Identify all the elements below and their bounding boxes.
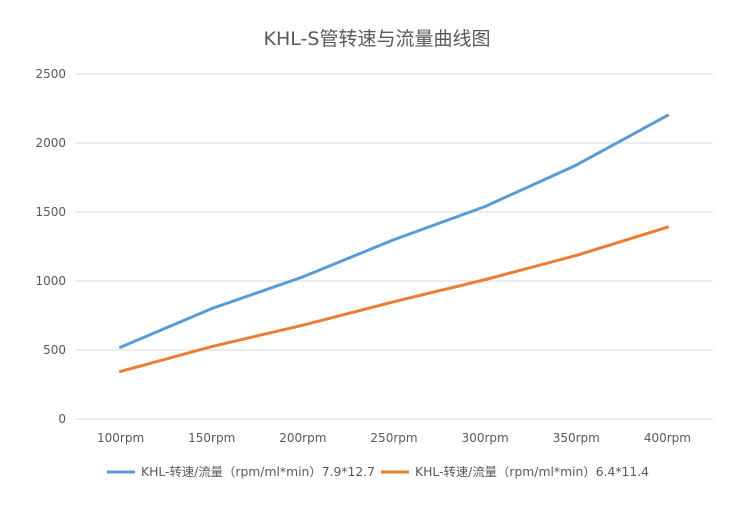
gridlines (75, 73, 713, 420)
data-point-0-6 (665, 113, 669, 117)
data-point-1-6 (665, 225, 669, 229)
series-1 (119, 225, 669, 373)
data-point-0-2 (301, 275, 305, 279)
y-tick-label-5: 2500 (35, 67, 66, 81)
data-point-1-2 (301, 323, 305, 327)
data-point-1-1 (210, 345, 214, 349)
x-axis-ticks: 100rpm 150rpm 200rpm 250rpm 300rpm 350rpm 400r… (97, 431, 691, 445)
x-tick-label-4: 300rpm (462, 431, 509, 445)
x-tick-label-0: 100rpm (97, 431, 144, 445)
legend-label-1: KHL-转速/流量（rpm/ml*min）6.4*11.4 (415, 464, 649, 479)
series-lines (119, 113, 669, 373)
chart-title: KHL-S管转速与流量曲线图 (264, 28, 491, 50)
data-point-0-3 (392, 238, 396, 242)
y-tick-label-1: 500 (43, 343, 66, 357)
y-tick-label-0: 0 (58, 412, 66, 426)
y-axis-ticks: 0 500 1000 1500 2000 2500 (35, 67, 66, 426)
y-tick-label-4: 2000 (35, 136, 66, 150)
data-point-1-0 (119, 369, 123, 373)
legend-label-0: KHL-转速/流量（rpm/ml*min）7.9*12.7 (141, 464, 375, 479)
x-tick-label-1: 150rpm (188, 431, 235, 445)
data-point-1-4 (483, 278, 487, 282)
x-tick-label-6: 400rpm (644, 431, 691, 445)
x-tick-label-3: 250rpm (370, 431, 417, 445)
data-point-1-5 (574, 253, 578, 257)
data-point-0-4 (483, 204, 487, 208)
y-tick-label-2: 1000 (35, 274, 66, 288)
data-point-1-3 (392, 300, 396, 304)
y-tick-label-3: 1500 (35, 205, 66, 219)
legend: KHL-转速/流量（rpm/ml*min）7.9*12.7 KHL-转速/流量（r… (107, 464, 649, 479)
x-tick-label-2: 200rpm (279, 431, 326, 445)
data-point-0-0 (119, 345, 123, 349)
legend-item-0: KHL-转速/流量（rpm/ml*min）7.9*12.7 (107, 464, 375, 479)
series-0 (119, 113, 669, 349)
data-point-0-5 (574, 163, 578, 167)
data-point-0-1 (210, 307, 214, 311)
x-tick-label-5: 350rpm (553, 431, 600, 445)
series-line-0 (119, 113, 669, 349)
legend-item-1: KHL-转速/流量（rpm/ml*min）6.4*11.4 (381, 464, 649, 479)
